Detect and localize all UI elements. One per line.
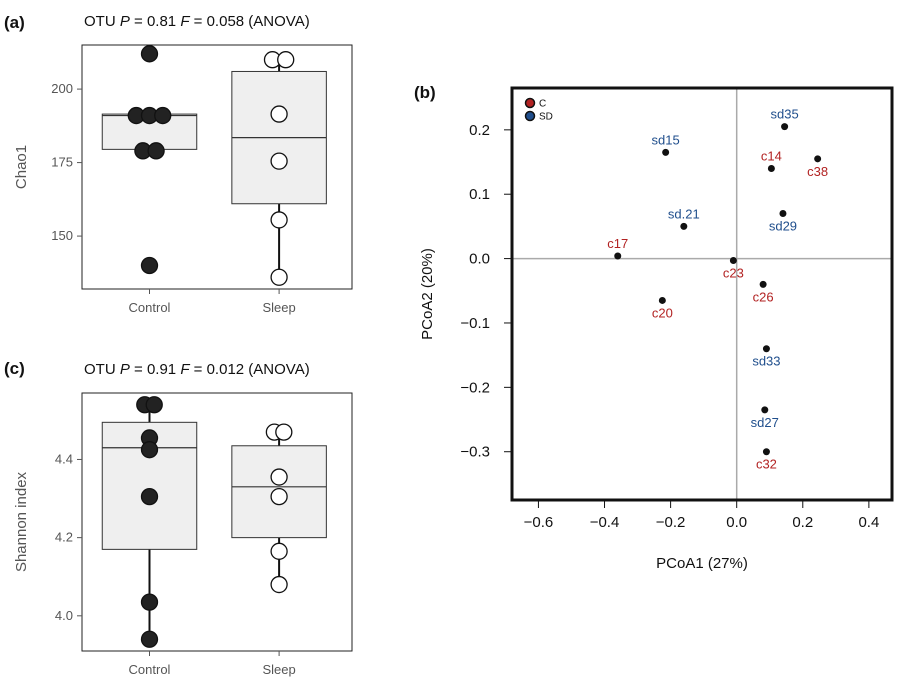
c-point-sleep xyxy=(275,423,293,441)
panel-c-ylabel: Shannon index xyxy=(13,471,30,572)
panel-b-ytick-label: 0.1 xyxy=(469,186,490,203)
panel-b-point-c20 xyxy=(658,296,666,304)
panel-b-ytick-label: −0.1 xyxy=(460,315,490,332)
panel-b-ytick-label: −0.2 xyxy=(460,379,490,396)
a-point-sleep xyxy=(270,211,288,229)
a-point-sleep xyxy=(277,51,295,69)
panel-b-point-label: c38 xyxy=(807,164,828,179)
panel-b-xtick-label: 0.2 xyxy=(792,514,813,531)
panel-a-frame xyxy=(81,44,353,290)
panel-b-point-label: sd27 xyxy=(751,415,779,430)
panel-b-point-sd27 xyxy=(761,406,769,414)
a-point-control xyxy=(140,45,159,63)
a-point-control xyxy=(140,256,159,275)
panel-b-point-sd21 xyxy=(680,222,688,230)
panel-b-legend-label: SD xyxy=(539,112,553,123)
c-point-sleep xyxy=(270,542,288,560)
panel-b-xtick-label: 0.4 xyxy=(858,514,879,531)
a-point-sleep xyxy=(270,105,288,123)
panel-b-point-label: sd35 xyxy=(771,107,799,122)
panel-b-point-sd35 xyxy=(781,123,789,131)
panel-c-frame xyxy=(81,392,353,652)
panel-b-ytick-label: −0.3 xyxy=(460,444,490,461)
panel-b-point-sd29 xyxy=(779,210,787,218)
a-point-control xyxy=(147,142,165,160)
panel-a-chao1: OTU P = 0.81 F = 0.058 (ANOVA) Chao1 150… xyxy=(13,13,353,315)
panel-b-ylabel: PCoA2 (20%) xyxy=(419,248,436,340)
a-xtick-label: Control xyxy=(129,300,171,315)
c-ytick-label: 4.0 xyxy=(55,608,73,623)
panel-b-point-label: sd29 xyxy=(769,219,797,234)
panel-b-legend: C SD xyxy=(524,97,553,123)
a-box-control xyxy=(101,45,198,275)
panel-b-point-c32 xyxy=(762,448,770,456)
panel-b-point-label: sd15 xyxy=(652,132,680,147)
panel-b-point-label: c14 xyxy=(761,148,782,163)
c-point-control xyxy=(140,487,159,506)
c-xtick-label: Sleep xyxy=(262,662,295,677)
a-ytick-label: 150 xyxy=(51,228,73,243)
c-point-control xyxy=(140,593,159,611)
panel-b-point-label: sd.21 xyxy=(668,206,700,221)
panel-b-legend-marker-sd xyxy=(524,110,536,122)
panel-b-xlabel: PCoA1 (27%) xyxy=(656,555,748,572)
panel-b-point-c38 xyxy=(814,155,822,163)
a-ytick-label: 175 xyxy=(51,155,73,170)
panel-letter-a: (a) xyxy=(4,13,25,32)
panel-b-point-sd15 xyxy=(662,148,670,156)
c-point-control xyxy=(140,630,159,648)
a-point-sleep xyxy=(270,152,288,170)
c-xtick-label: Control xyxy=(129,662,171,677)
c-point-sleep xyxy=(270,575,288,594)
a-ytick-label: 200 xyxy=(51,81,73,96)
panel-letter-b: (b) xyxy=(414,83,436,102)
panel-b-point-label: c26 xyxy=(753,289,774,304)
panel-b-legend-marker-c xyxy=(524,97,536,109)
c-box-sleep xyxy=(231,423,327,594)
panel-b-xtick-label: −0.2 xyxy=(656,514,686,531)
panel-b-point-c14 xyxy=(767,164,775,172)
panel-b-xtick-label: 0.0 xyxy=(726,514,747,531)
panel-c-title: OTU P = 0.91 F = 0.012 (ANOVA) xyxy=(84,361,310,378)
a-point-control xyxy=(154,106,172,125)
panel-b-legend-label: C xyxy=(539,99,546,110)
c-point-control xyxy=(145,396,163,414)
panel-b-ytick-label: 0.0 xyxy=(469,251,490,268)
c-point-sleep xyxy=(270,468,288,486)
a-box-sleep xyxy=(231,51,327,286)
c-box-control xyxy=(101,396,198,648)
c-ytick-label: 4.4 xyxy=(55,451,73,466)
c-ytick-label: 4.2 xyxy=(55,530,73,545)
c-point-control xyxy=(140,441,159,459)
panel-b-point-sd33 xyxy=(762,345,770,353)
panel-b-pcoa: PCoA1 (27%) PCoA2 (20%) −0.6 −0.4 −0.2 0.0 0… xyxy=(419,86,894,572)
a-point-sleep xyxy=(270,268,288,286)
panel-a-title: OTU P = 0.81 F = 0.058 (ANOVA) xyxy=(84,13,310,30)
panel-b-point-label: c20 xyxy=(652,305,673,320)
panel-b-point-label: c23 xyxy=(723,266,744,281)
panel-a-ylabel: Chao1 xyxy=(13,145,30,189)
panel-b-point-label: sd33 xyxy=(752,354,780,369)
panel-b-ytick-label: 0.2 xyxy=(469,122,490,139)
panel-b-point-label: c17 xyxy=(607,236,628,251)
c-point-sleep xyxy=(270,487,288,506)
a-xtick-label: Sleep xyxy=(262,300,295,315)
panel-b-xtick-label: −0.4 xyxy=(590,514,620,531)
panel-b-frame xyxy=(510,86,894,502)
panel-c-shannon: OTU P = 0.91 F = 0.012 (ANOVA) Shannon i… xyxy=(13,361,353,677)
panel-letter-c: (c) xyxy=(4,359,25,378)
panel-b-point-c23 xyxy=(729,257,737,265)
panel-b-xtick-label: −0.6 xyxy=(524,514,554,531)
panel-b-point-c26 xyxy=(759,280,767,288)
panel-b-point-c17 xyxy=(614,252,622,260)
panel-b-point-label: c32 xyxy=(756,457,777,472)
